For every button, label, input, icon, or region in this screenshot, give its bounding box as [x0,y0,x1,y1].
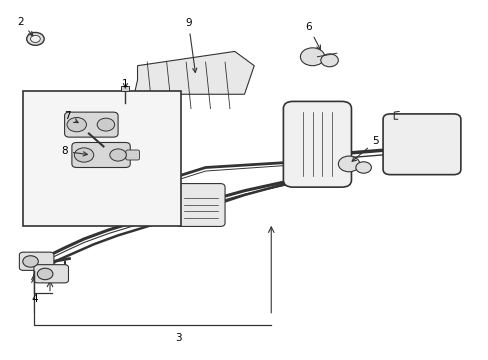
Circle shape [37,268,53,280]
Circle shape [300,48,324,66]
Circle shape [355,162,371,173]
Circle shape [74,148,94,162]
Text: 2: 2 [18,17,33,36]
Circle shape [23,256,38,267]
Bar [23,91,181,226]
Circle shape [27,32,44,45]
FancyBboxPatch shape [125,150,139,160]
FancyBboxPatch shape [34,265,68,283]
Circle shape [67,117,86,132]
Text: 1: 1 [122,79,128,89]
Text: 4: 4 [31,294,38,303]
FancyBboxPatch shape [283,102,351,187]
Polygon shape [132,51,254,116]
Text: 8: 8 [61,146,87,156]
Text: 6: 6 [305,22,320,50]
FancyBboxPatch shape [64,112,118,137]
Circle shape [30,35,40,42]
Text: 3: 3 [175,333,182,343]
FancyBboxPatch shape [382,114,460,175]
FancyBboxPatch shape [20,252,54,270]
Circle shape [97,118,115,131]
FancyBboxPatch shape [176,184,224,226]
Circle shape [320,54,338,67]
FancyBboxPatch shape [72,143,130,167]
Text: 9: 9 [185,18,197,72]
Text: 7: 7 [63,111,78,123]
Circle shape [110,149,126,161]
Circle shape [338,156,359,172]
Text: 5: 5 [351,136,378,161]
Bar [121,86,129,91]
